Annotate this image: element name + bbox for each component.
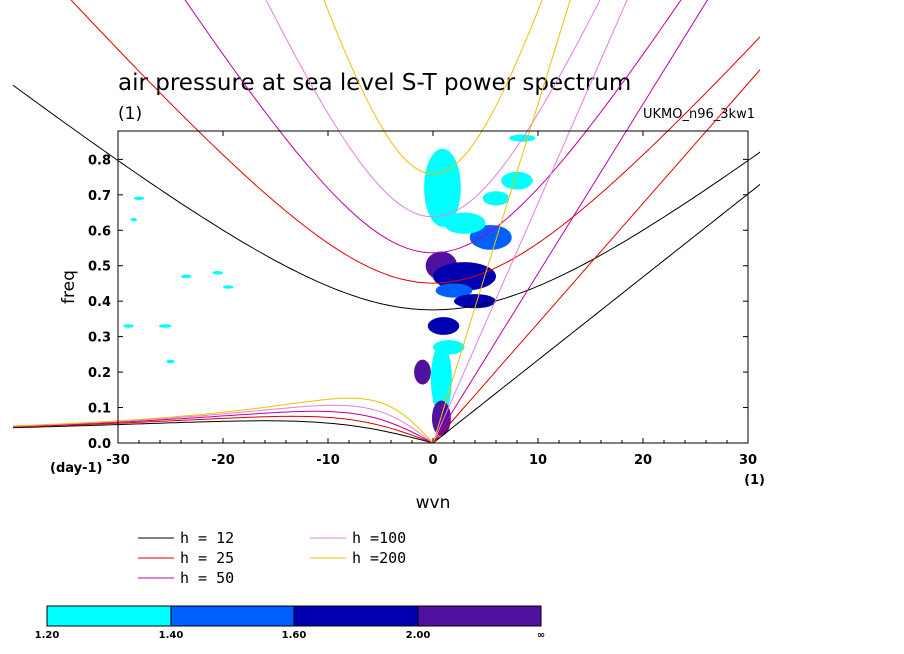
legend-label: h = 50 — [180, 569, 234, 587]
contour-blob-12 — [431, 400, 451, 436]
kelvin-curve-h25 — [432, 69, 760, 443]
legend-label: h = 25 — [180, 549, 234, 567]
x-tick-label: -30 — [106, 453, 130, 468]
y-tick-label: 0.3 — [88, 331, 111, 346]
kelvin-curve-h100 — [432, 0, 628, 443]
contour-blob-5 — [454, 294, 496, 309]
axis-ticks: -30 -20 -10 0 10 20 30 0.0 0.1 0.2 0.3 0.4 0.5 0.6 0.7… — [88, 131, 757, 468]
y-unit-label: (day-1) — [50, 461, 102, 476]
inertia-gravity-curve-h100 — [265, 0, 601, 218]
y-tick-label: 0.7 — [88, 189, 111, 204]
legend-label: h =200 — [352, 549, 406, 567]
y-tick-label: 0.4 — [88, 295, 111, 310]
y-tick-label: 0.2 — [88, 366, 111, 381]
colorbar-swatch — [46, 605, 172, 627]
contour-blob-7 — [443, 212, 486, 234]
contour-blob-6 — [469, 224, 512, 250]
inertia-gravity-curve-h50 — [184, 0, 682, 254]
contour-blob-3 — [433, 262, 496, 291]
x-unit-label: (1) — [744, 473, 765, 488]
chart-title: air pressure at sea level S-T power spec… — [118, 70, 631, 96]
legend-label: h = 12 — [180, 529, 234, 547]
inertia-gravity-curve-h12 — [12, 84, 760, 311]
contour-blob-18 — [158, 324, 172, 328]
contour-blob-21 — [223, 285, 234, 289]
kelvin-curve-h200 — [432, 0, 571, 443]
contour-blob-8 — [427, 317, 460, 335]
colorbar-swatch — [417, 605, 542, 627]
chart-subtitle-right: UKMO_n96_3kw1 — [643, 107, 755, 122]
colorbar-label: ∞ — [537, 630, 545, 641]
x-tick-label: -20 — [211, 453, 235, 468]
y-axis-label: freq — [59, 270, 79, 304]
colorbar-label: 1.40 — [159, 630, 184, 641]
x-tick-label: 30 — [739, 453, 757, 468]
y-tick-label: 0.1 — [88, 402, 111, 417]
rossby-curve-h200 — [12, 397, 439, 443]
kelvin-curve-h50 — [432, 0, 709, 443]
contour-blob-16 — [133, 196, 145, 201]
contour-blob-19 — [181, 274, 192, 279]
kelvin-curve-h12 — [432, 183, 760, 443]
y-tick-label: 0.6 — [88, 224, 111, 239]
contour-blob-4 — [435, 283, 473, 298]
y-tick-label: 0.0 — [88, 437, 111, 452]
colorbar-label: 2.00 — [406, 630, 431, 641]
colorbar-swatch — [170, 605, 295, 627]
contour-blob-14 — [501, 171, 533, 190]
colorbar-swatch — [293, 605, 419, 627]
contour-blob-17 — [123, 324, 134, 328]
rossby-curve-h12 — [12, 420, 439, 443]
colorbar: 1.20 1.40 1.60 2.00 ∞ — [35, 605, 545, 641]
y-tick-label: 0.5 — [88, 260, 111, 275]
contour-blob-10 — [430, 343, 452, 415]
dispersion-curves-layer — [12, 0, 760, 443]
rossby-curve-h50 — [12, 410, 439, 443]
x-tick-label: 20 — [634, 453, 652, 468]
x-tick-label: 10 — [529, 453, 547, 468]
contour-blob-23 — [166, 359, 175, 364]
colorbar-label: 1.20 — [35, 630, 60, 641]
legend-label: h =100 — [352, 529, 406, 547]
y-tick-label: 0.8 — [88, 153, 111, 168]
contour-blob-1 — [424, 148, 461, 227]
inertia-gravity-curve-h25 — [70, 0, 760, 284]
x-tick-label: 0 — [428, 453, 437, 468]
colorbar-label: 1.60 — [282, 630, 307, 641]
rossby-curve-h25 — [12, 415, 439, 443]
inertia-gravity-curve-h200 — [323, 0, 543, 175]
contour-blob-15 — [482, 191, 510, 206]
x-tick-label: -10 — [316, 453, 340, 468]
contour-blob-20 — [212, 271, 223, 275]
chart-subtitle-left: (1) — [118, 104, 142, 124]
contour-blob-22 — [130, 217, 137, 222]
contour-fill-layer — [123, 134, 536, 436]
x-axis-label: wvn — [416, 493, 451, 513]
contour-blob-11 — [414, 359, 431, 385]
legend: h = 12 h = 25 h = 50 h =100 h =200 — [138, 529, 406, 587]
